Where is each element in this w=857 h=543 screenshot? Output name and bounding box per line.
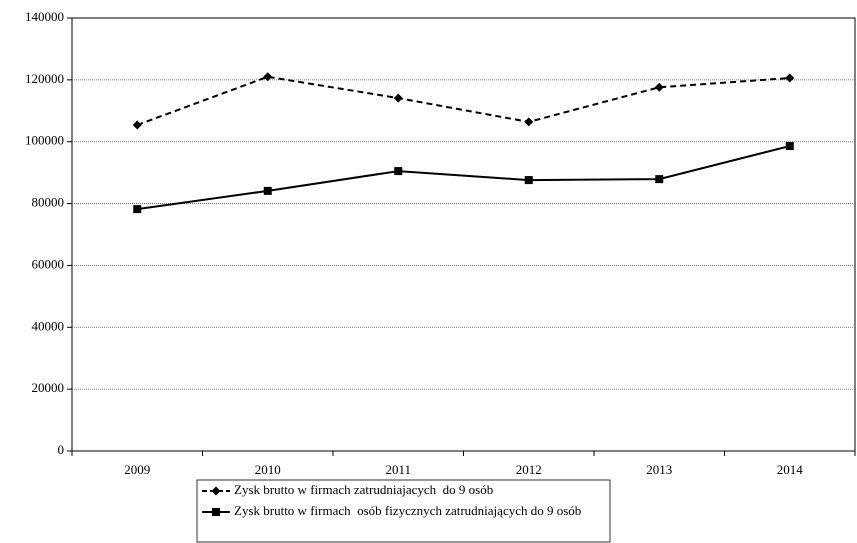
data-point [785,142,794,151]
data-point [524,117,534,127]
data-point [524,176,533,185]
y-tick-label: 100000 [25,133,64,148]
legend-label: Zysk brutto w firmach osób fizycznych za… [234,503,581,518]
y-tick-label: 80000 [32,195,65,210]
x-tick-label: 2011 [385,462,411,477]
plot-frame [71,17,856,452]
x-tick-label: 2009 [124,462,150,477]
y-tick-label: 40000 [32,318,65,333]
data-point [263,186,272,195]
legend-box [196,479,611,543]
y-tick-label: 120000 [25,71,64,86]
data-point [394,167,403,176]
y-tick-label: 60000 [32,256,65,271]
data-point [263,72,273,82]
data-point [654,82,664,92]
y-tick-label: 140000 [25,9,64,24]
x-tick-label: 2013 [646,462,672,477]
legend-marker [212,508,220,516]
y-tick-label: 20000 [32,380,65,395]
data-point [133,205,142,214]
series-line [137,145,790,211]
x-tick-label: 2010 [255,462,281,477]
y-tick-label: 0 [58,442,65,457]
x-tick-label: 2014 [777,462,804,477]
data-point [393,93,403,103]
data-point [132,120,142,130]
data-point [655,175,664,184]
legend-label: Zysk brutto w firmach zatrudniajacych do… [234,482,493,497]
series-line [136,75,790,126]
data-point [785,73,795,83]
x-tick-label: 2012 [516,462,542,477]
legend-marker [211,486,221,496]
